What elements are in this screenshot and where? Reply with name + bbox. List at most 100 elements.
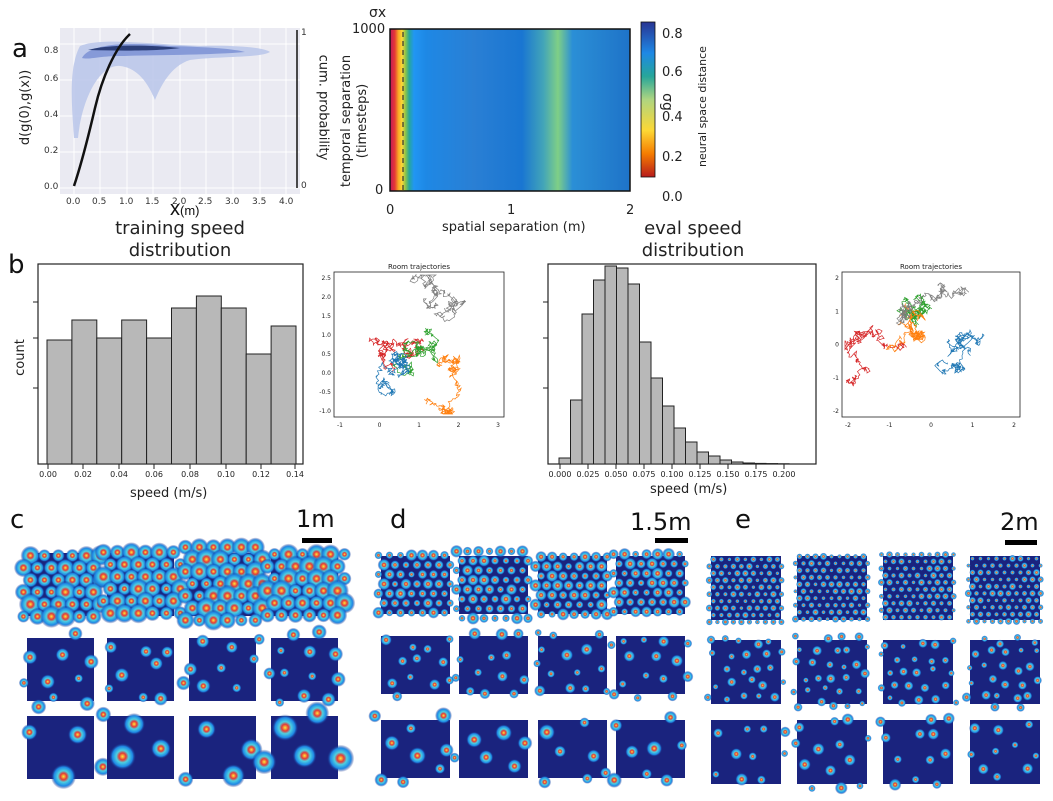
firing-field: [496, 565, 505, 575]
firing-field: [917, 578, 926, 587]
firing-field: [825, 616, 830, 622]
firing-field: [841, 561, 846, 566]
firing-field: [664, 569, 673, 578]
y-tick-left-4: 0.8: [44, 46, 59, 56]
x-tick-0: 0: [386, 203, 395, 218]
firing-field: [439, 569, 450, 580]
firing-field: [625, 745, 639, 759]
firing-field: [478, 749, 494, 765]
room-trajectories-2: Room trajectories -2 -1 0 1 2 2 1 0 -1 -2: [833, 263, 1021, 429]
firing-field: [844, 702, 851, 710]
firing-field: [584, 579, 597, 592]
firing-field: [449, 752, 460, 763]
firing-field: [925, 564, 934, 573]
firing-field: [513, 628, 524, 640]
firing-field: [1036, 589, 1045, 597]
firing-field: [417, 569, 428, 580]
firing-field: [594, 629, 605, 640]
firing-field: [844, 553, 851, 560]
firing-field: [998, 577, 1003, 582]
y-axis-label-left: d(g(0),g(x)): [18, 69, 34, 146]
firing-field: [820, 567, 827, 574]
firing-field: [835, 566, 844, 574]
firing-field: [766, 598, 773, 605]
firing-field: [507, 547, 516, 556]
firing-field: [994, 611, 999, 617]
firing-field: [609, 568, 619, 578]
firing-field: [473, 584, 484, 595]
panel-letter-c: c: [10, 505, 25, 535]
firing-field: [769, 590, 778, 598]
y-tick-left-1: 0.2: [44, 146, 59, 156]
firing-field: [937, 585, 946, 594]
firing-field: [427, 549, 440, 562]
firing-field: [808, 784, 816, 792]
firing-field: [445, 560, 455, 570]
cbar-tick-0.0: 0.0: [662, 190, 683, 205]
firing-field: [17, 610, 30, 623]
scalebar-e: [1005, 540, 1037, 545]
trajectory-y-tick: 1.0: [321, 332, 331, 339]
firing-field: [967, 750, 976, 759]
ratemap: [92, 542, 191, 624]
firing-field: [1002, 570, 1007, 575]
firing-field: [396, 551, 405, 559]
firing-field: [516, 545, 529, 558]
firing-field: [330, 671, 346, 687]
firing-field: [474, 604, 483, 613]
firing-field: [853, 554, 858, 559]
firing-field: [907, 559, 912, 564]
firing-field: [640, 605, 653, 618]
firing-field: [937, 557, 946, 566]
y-axis-label-line1: temporal separation: [339, 54, 354, 188]
firing-field: [439, 743, 454, 758]
firing-field: [479, 594, 489, 604]
firing-field: [618, 586, 631, 599]
firing-field: [100, 602, 121, 624]
firing-field: [545, 569, 559, 583]
firing-field: [978, 584, 983, 589]
firing-field: [458, 614, 466, 622]
firing-field: [946, 600, 953, 607]
firing-field: [981, 590, 988, 596]
firing-field: [506, 565, 517, 576]
firing-field: [510, 612, 524, 625]
firing-field: [712, 770, 720, 778]
firing-field: [452, 566, 461, 575]
firing-field: [159, 606, 174, 621]
firing-field: [895, 566, 900, 571]
ratemap-bg: [27, 638, 94, 701]
x-tick-label: 0.14: [286, 470, 304, 479]
firing-field: [629, 567, 642, 580]
firing-field: [667, 595, 681, 609]
firing-field: [915, 586, 920, 592]
hist-bar: [96, 337, 123, 465]
firing-field: [740, 691, 748, 700]
firing-field: [808, 615, 815, 623]
firing-field: [733, 569, 742, 577]
firing-field: [276, 646, 286, 655]
firing-field: [581, 572, 590, 580]
firing-field: [652, 586, 664, 599]
firing-field: [886, 593, 893, 600]
firing-field: [560, 648, 574, 662]
firing-field: [718, 584, 725, 591]
firing-field: [860, 553, 867, 560]
firing-field: [95, 706, 112, 723]
firing-field: [405, 549, 418, 562]
firing-field: [925, 713, 938, 726]
ratemap: [875, 712, 955, 791]
firing-field: [405, 723, 417, 734]
firing-field: [796, 609, 803, 615]
firing-field: [641, 568, 652, 579]
firing-field: [827, 580, 836, 588]
firing-field: [552, 560, 564, 572]
firing-field: [932, 779, 942, 789]
firing-field: [580, 643, 593, 656]
firing-field: [551, 579, 564, 592]
firing-field: [502, 576, 510, 584]
firing-field: [183, 662, 198, 677]
firing-field: [950, 579, 957, 586]
firing-field: [675, 607, 684, 616]
firing-field: [986, 598, 991, 603]
